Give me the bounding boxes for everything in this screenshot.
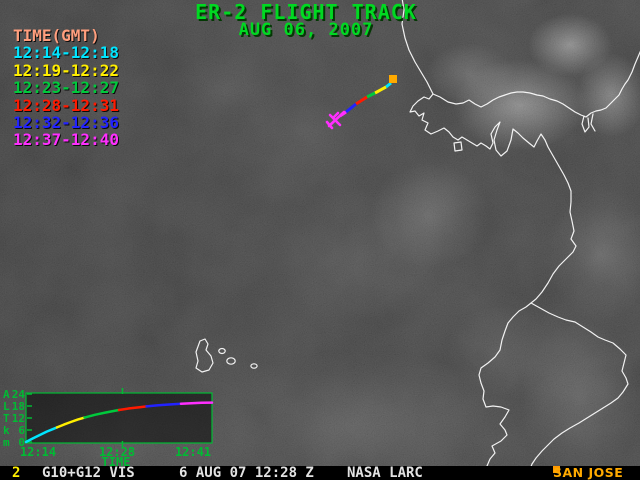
title-block: ER-2 FLIGHT TRACK AUG 06, 2007 <box>0 0 626 40</box>
legend-item-4: 12:28-12:31 <box>13 95 119 115</box>
legend-item-6: 12:37-12:40 <box>13 130 119 150</box>
title-date: AUG 06, 2007 <box>238 20 374 40</box>
time-legend: TIME(GMT) 12:14-12:18 12:19-12:22 12:23-… <box>13 27 119 149</box>
legend-item-5: 12:32-12:36 <box>13 113 119 133</box>
station-marker-icon <box>553 466 560 473</box>
legend-item-1: 12:14-12:18 <box>13 43 119 63</box>
agency-label: NASA LARC <box>347 465 423 480</box>
page-title: ER-2 FLIGHT TRACK <box>195 0 417 24</box>
image-timestamp: 6 AUG 07 12:28 Z <box>179 465 314 480</box>
station-label: SAN JOSE <box>553 465 624 480</box>
legend-item-2: 12:19-12:22 <box>13 60 119 80</box>
legend-heading: TIME(GMT) <box>13 26 100 45</box>
legend-item-3: 12:23-12:27 <box>13 78 119 98</box>
satellite-source: G10+G12 VIS <box>42 465 135 480</box>
status-bar: 2 G10+G12 VIS 6 AUG 07 12:28 Z NASA LARC… <box>0 466 640 480</box>
frame-number: 2 <box>12 465 21 480</box>
